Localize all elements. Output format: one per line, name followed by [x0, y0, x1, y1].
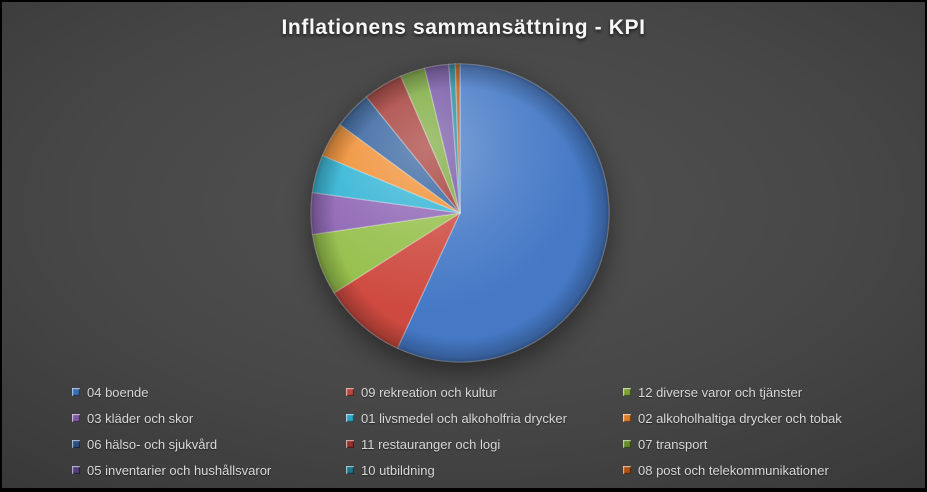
legend-item-08: 08 post och telekommunikationer	[623, 463, 842, 478]
legend-marker-icon	[72, 414, 80, 422]
pie-rim-shade	[311, 64, 609, 362]
legend-label: 08 post och telekommunikationer	[638, 462, 829, 478]
legend-label: 10 utbildning	[361, 462, 435, 478]
legend-item-11: 11 restauranger och logi	[346, 437, 623, 452]
legend-marker-icon	[346, 440, 354, 448]
legend-label: 04 boende	[87, 384, 149, 400]
legend-marker-icon	[623, 414, 631, 422]
legend-marker-icon	[623, 440, 631, 448]
legend-label: 07 transport	[638, 436, 708, 452]
legend-marker-icon	[72, 440, 80, 448]
legend-item-10: 10 utbildning	[346, 463, 623, 478]
legend-label: 02 alkoholhaltiga drycker och tobak	[638, 410, 842, 426]
legend-item-03: 03 kläder och skor	[72, 411, 346, 426]
legend-marker-icon	[72, 466, 80, 474]
legend-marker-icon	[346, 466, 354, 474]
legend-item-04: 04 boende	[72, 385, 346, 400]
pie-chart	[310, 63, 610, 363]
legend-item-06: 06 hälso- och sjukvård	[72, 437, 346, 452]
chart-title: Inflationens sammansättning - KPI	[281, 16, 646, 39]
legend-marker-icon	[623, 466, 631, 474]
legend-item-09: 09 rekreation och kultur	[346, 385, 623, 400]
legend-label: 06 hälso- och sjukvård	[87, 436, 218, 452]
legend-label: 03 kläder och skor	[87, 410, 194, 426]
legend-item-02: 02 alkoholhaltiga drycker och tobak	[623, 411, 842, 426]
legend-item-01: 01 livsmedel och alkoholfria drycker	[346, 411, 623, 426]
legend-label: 05 inventarier och hushållsvaror	[87, 462, 272, 478]
legend-marker-icon	[623, 388, 631, 396]
legend-label: 11 restauranger och logi	[361, 436, 501, 452]
chart-legend: 04 boende 09 rekreation och kultur 12 dive…	[72, 379, 842, 483]
legend-label: 12 diverse varor och tjänster	[638, 384, 803, 400]
legend-label: 01 livsmedel och alkoholfria drycker	[361, 410, 567, 426]
legend-label: 09 rekreation och kultur	[361, 384, 497, 400]
legend-marker-icon	[346, 388, 354, 396]
legend-item-12: 12 diverse varor och tjänster	[623, 385, 842, 400]
legend-marker-icon	[72, 388, 80, 396]
legend-marker-icon	[346, 414, 354, 422]
legend-item-05: 05 inventarier och hushållsvaror	[72, 463, 346, 478]
legend-item-07: 07 transport	[623, 437, 842, 452]
